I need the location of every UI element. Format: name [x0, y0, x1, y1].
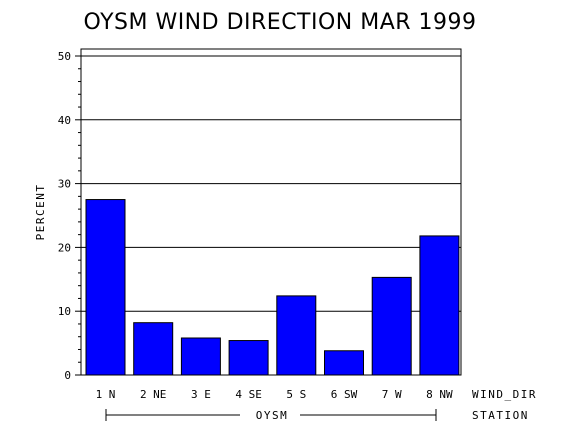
bars-layer — [85, 199, 460, 376]
y-axis: 0 10 20 30 40 50 — [58, 50, 81, 382]
group-label: OYSM — [256, 409, 289, 422]
bar — [180, 337, 221, 376]
y-axis-label: PERCENT — [34, 184, 47, 241]
bar — [133, 322, 174, 376]
plot-frame — [80, 48, 462, 376]
y-tick-label: 20 — [58, 241, 71, 254]
bar — [85, 199, 126, 376]
x-tick-label: 5 S — [286, 388, 306, 401]
x-tick-label: 2 NE — [140, 388, 167, 401]
y-tick-label: 50 — [58, 50, 71, 63]
bar — [419, 235, 460, 376]
x-tick-label: 3 E — [191, 388, 211, 401]
x-tick-label: 6 SW — [331, 388, 358, 401]
grid-layer — [81, 55, 461, 312]
bar — [371, 276, 412, 376]
bar — [324, 350, 364, 376]
x-tick-label: 4 SE — [235, 388, 262, 401]
y-tick-label: 10 — [58, 305, 71, 318]
group-axis-label: STATION — [472, 409, 529, 422]
chart-title: OYSM WIND DIRECTION MAR 1999 — [83, 10, 476, 35]
x-axis-label: WIND_DIR — [472, 388, 537, 401]
x-axis: 1 N 2 NE 3 E 4 SE 5 S 6 SW 7 W 8 NW — [96, 388, 453, 401]
y-tick-label: 0 — [64, 369, 71, 382]
x-tick-label: 8 NW — [426, 388, 453, 401]
bar — [228, 340, 269, 376]
x-tick-label: 7 W — [382, 388, 402, 401]
bar — [276, 295, 317, 376]
x-tick-label: 1 N — [96, 388, 116, 401]
y-tick-label: 30 — [58, 178, 71, 191]
y-tick-label: 40 — [58, 114, 71, 127]
station-group-axis: OYSM — [105, 409, 437, 422]
